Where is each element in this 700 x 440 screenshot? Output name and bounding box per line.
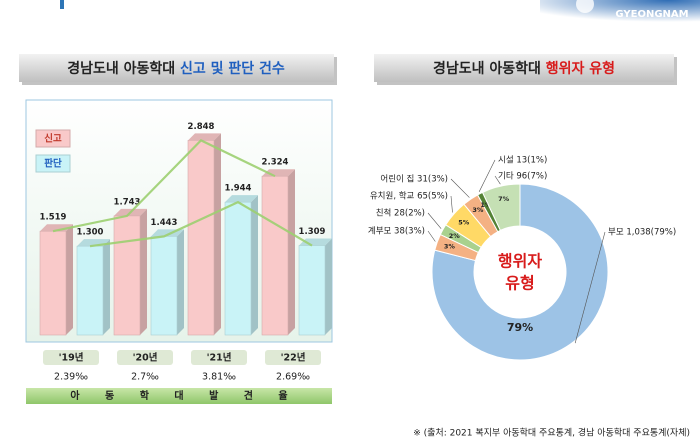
chart-title: 경남도내 아동학대 행위자 유형 (433, 60, 615, 77)
rate-label: 2.39‰ (54, 372, 88, 383)
x-tick-label: '20년 (133, 352, 158, 364)
rate-title: 아 동 학 대 발 견 율 (70, 389, 287, 402)
legend-swatch (35, 129, 71, 148)
slice-label: 3% (472, 206, 484, 214)
title-box (374, 54, 674, 82)
rate-label: 2.69‰ (276, 372, 310, 383)
bar-side (177, 229, 184, 335)
slice-label: 2% (449, 232, 461, 240)
slice-category: 부모 1,038(79%) (608, 228, 676, 238)
chart-title: 경남도내 아동학대 신고 및 판단 건수 (67, 60, 285, 77)
bar (261, 175, 289, 336)
data-label: 1.519 (40, 213, 67, 223)
title-text: 경남도내 아동학대 (67, 60, 175, 77)
trend-line (52, 139, 276, 233)
footnote: ※ (출처: 2021 복지부 아동학대 주요통계, 경남 아동학대 주요통계(… (413, 427, 690, 439)
legend-label: 신고 (44, 133, 62, 145)
slice-category: 유치원, 학교 65(5%) (370, 191, 448, 202)
leader-line (574, 231, 606, 344)
leader-line (494, 175, 501, 185)
slice-category: 어린이 집 31(3%) (380, 174, 448, 185)
bar-side (214, 133, 221, 335)
rate-strip (26, 388, 332, 404)
bar-top (225, 195, 258, 203)
slice-label: 5% (458, 218, 470, 226)
slice-label: 79% (507, 321, 533, 334)
center-label: 유형 (505, 274, 534, 293)
category-box (191, 350, 247, 365)
accent (60, 0, 64, 9)
data-label: 1.300 (77, 228, 104, 238)
legend-label: 판단 (44, 158, 62, 170)
leader-line (427, 212, 442, 229)
center-disc (475, 227, 565, 317)
bar-side (66, 224, 73, 335)
category-box (43, 350, 99, 365)
slice-label: 7% (498, 195, 510, 203)
slice-category: 친척 28(2%) (376, 208, 425, 219)
slice-category: 기타 96(7%) (498, 172, 547, 182)
slice-category: 계부모 38(3%) (368, 226, 425, 237)
title-highlight: 신고 및 판단 건수 (180, 60, 285, 77)
trend-line (89, 200, 313, 248)
title-box (19, 54, 334, 82)
logo-icon (576, 0, 594, 13)
data-label: 1.743 (114, 197, 141, 207)
rate-label: 2.7‰ (131, 372, 159, 383)
bar (224, 201, 252, 336)
bar-side (251, 195, 258, 335)
slice-category: 시설 13(1%) (498, 155, 547, 166)
slice-label: 1% (480, 201, 492, 209)
data-label: 1.443 (151, 218, 178, 228)
x-tick-label: '19년 (59, 352, 84, 364)
donut-slice (481, 183, 521, 232)
x-tick-label: '22년 (281, 352, 306, 364)
category-box (117, 350, 173, 365)
bar-side (103, 239, 110, 335)
data-label: 2.848 (188, 122, 215, 132)
bar (187, 140, 215, 336)
bar-side (288, 169, 295, 335)
leader-line (478, 159, 496, 192)
logo: GYEONGNAM (615, 9, 688, 20)
data-label: 1.944 (225, 184, 252, 194)
title-text: 경남도내 아동학대 (433, 60, 541, 77)
data-label: 2.324 (262, 158, 289, 168)
leader-line (427, 230, 436, 242)
rate-label: 3.81‰ (202, 372, 236, 383)
data-label: 1.309 (299, 227, 326, 237)
bar-side (325, 238, 332, 335)
legend-swatch (35, 154, 71, 173)
slice-label: 3% (444, 243, 456, 251)
bar-side (140, 208, 147, 335)
x-tick-label: '21년 (207, 352, 232, 364)
bar (150, 236, 178, 336)
leader-line (450, 195, 453, 213)
leader-line (450, 178, 470, 198)
bar-top (188, 133, 221, 141)
bar (39, 230, 67, 336)
title-highlight: 행위자 유형 (546, 60, 615, 77)
bar (113, 215, 141, 336)
center-label: 행위자 (498, 252, 542, 271)
bar (76, 245, 104, 336)
bar (298, 245, 326, 336)
category-box (265, 350, 321, 365)
donut-slice (431, 183, 609, 361)
